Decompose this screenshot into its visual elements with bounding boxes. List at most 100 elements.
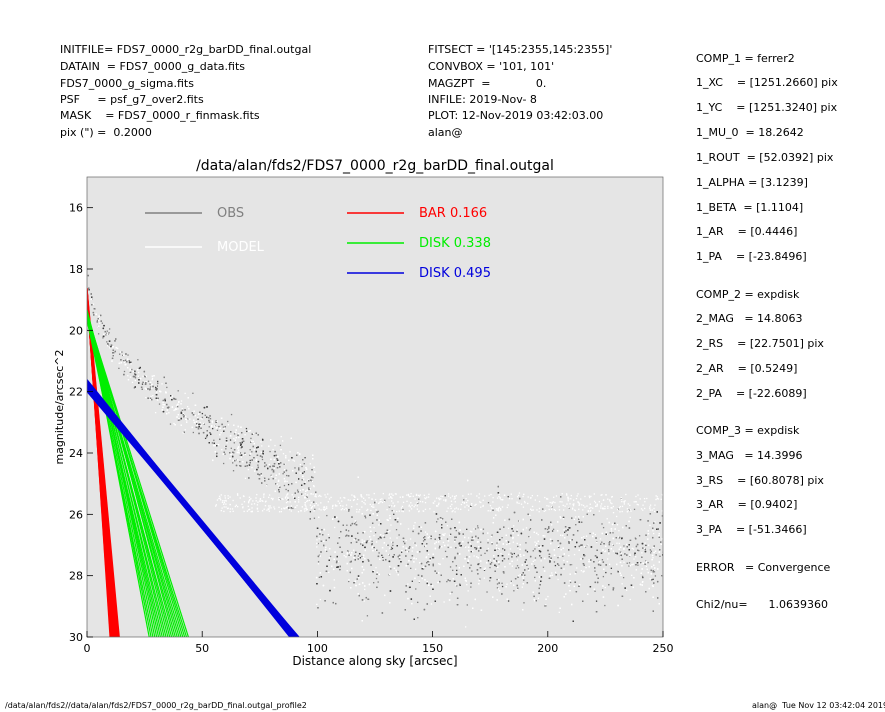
- obs-point: [362, 572, 363, 573]
- obs-point: [378, 524, 379, 525]
- obs-point: [166, 413, 167, 414]
- obs-point: [538, 593, 539, 594]
- obs-point: [228, 424, 229, 425]
- obs-point: [565, 526, 566, 527]
- obs-point: [415, 569, 416, 570]
- obs-point: [630, 599, 631, 600]
- obs-point: [386, 533, 387, 534]
- obs-point: [413, 528, 414, 529]
- obs-point: [334, 587, 335, 588]
- obs-point: [596, 601, 597, 602]
- obs-point: [232, 456, 233, 457]
- obs-point: [263, 450, 264, 451]
- obs-point: [373, 582, 374, 583]
- obs-point: [314, 509, 315, 510]
- obs-point: [417, 602, 418, 603]
- obs-point: [517, 546, 518, 547]
- obs-point: [414, 557, 415, 558]
- obs-point: [189, 418, 190, 419]
- obs-point: [536, 600, 537, 601]
- obs-point: [651, 551, 652, 552]
- obs-point: [152, 395, 153, 396]
- obs-point: [614, 523, 615, 524]
- obs-point: [188, 408, 189, 409]
- obs-point: [164, 377, 165, 378]
- obs-point: [304, 471, 305, 472]
- obs-point: [522, 609, 523, 610]
- obs-point: [498, 562, 499, 563]
- obs-point: [193, 432, 194, 433]
- obs-point: [93, 314, 94, 315]
- obs-point: [417, 551, 418, 552]
- obs-point: [550, 539, 551, 540]
- obs-point: [194, 415, 195, 416]
- obs-point: [234, 433, 235, 434]
- obs-point: [567, 534, 568, 535]
- obs-point: [618, 571, 619, 572]
- obs-point: [412, 550, 413, 551]
- obs-point: [432, 585, 433, 586]
- obs-point: [581, 544, 582, 545]
- obs-point: [469, 567, 470, 568]
- obs-point: [173, 423, 174, 424]
- obs-point: [592, 536, 593, 537]
- obs-point: [162, 404, 163, 405]
- obs-point: [304, 457, 305, 458]
- obs-point: [533, 550, 534, 551]
- obs-point: [394, 554, 395, 555]
- obs-point: [575, 546, 576, 547]
- obs-point: [578, 519, 579, 520]
- obs-point: [596, 542, 597, 543]
- obs-point: [128, 379, 129, 380]
- obs-point: [534, 600, 535, 601]
- obs-point: [198, 413, 199, 414]
- obs-point: [362, 620, 363, 621]
- obs-point: [491, 536, 492, 537]
- obs-point: [488, 502, 489, 503]
- obs-point: [156, 390, 157, 391]
- obs-point: [583, 563, 584, 564]
- obs-point: [88, 289, 89, 290]
- obs-point: [150, 399, 151, 400]
- obs-point: [362, 513, 363, 514]
- obs-point: [369, 536, 370, 537]
- obs-point: [389, 530, 390, 531]
- obs-point: [157, 383, 158, 384]
- obs-point: [435, 601, 436, 602]
- obs-point: [497, 567, 498, 568]
- obs-point: [312, 477, 313, 478]
- obs-point: [427, 537, 428, 538]
- obs-point: [496, 560, 497, 561]
- obs-point: [205, 415, 206, 416]
- obs-point: [622, 527, 623, 528]
- obs-point: [156, 394, 157, 395]
- obs-point: [517, 576, 518, 577]
- obs-point: [473, 555, 474, 556]
- obs-point: [602, 585, 603, 586]
- obs-point: [456, 530, 457, 531]
- obs-point: [274, 455, 275, 456]
- obs-point: [539, 555, 540, 556]
- obs-point: [441, 546, 442, 547]
- obs-point: [207, 430, 208, 431]
- obs-point: [235, 439, 236, 440]
- obs-point: [373, 535, 374, 536]
- obs-point: [320, 572, 321, 573]
- obs-point: [656, 529, 657, 530]
- obs-point: [257, 446, 258, 447]
- obs-point: [494, 571, 495, 572]
- obs-point: [542, 508, 543, 509]
- obs-point: [103, 336, 104, 337]
- obs-point: [351, 516, 352, 517]
- obs-point: [159, 403, 160, 404]
- obs-point: [204, 407, 205, 408]
- obs-point: [623, 577, 624, 578]
- obs-point: [151, 384, 152, 385]
- obs-point: [494, 565, 495, 566]
- obs-point: [251, 459, 252, 460]
- obs-point: [498, 492, 499, 493]
- obs-point: [376, 541, 377, 542]
- obs-point: [574, 586, 575, 587]
- obs-point: [564, 537, 565, 538]
- obs-point: [632, 548, 633, 549]
